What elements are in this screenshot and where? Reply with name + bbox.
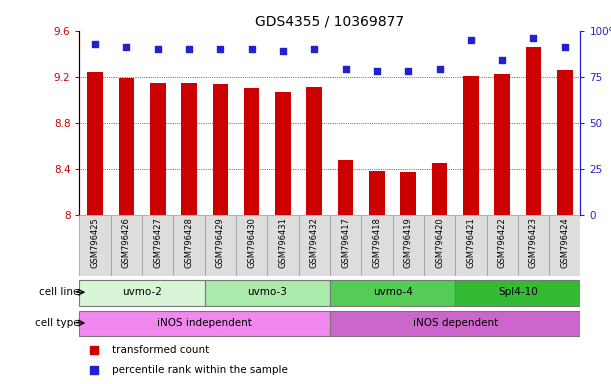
Text: GSM796421: GSM796421: [466, 217, 475, 268]
Point: [403, 68, 413, 74]
Point: [466, 37, 476, 43]
Bar: [400, 172, 416, 215]
Bar: [205, 215, 236, 276]
Bar: [518, 215, 549, 276]
Point: [153, 46, 163, 52]
Point: [122, 44, 131, 50]
Text: cell line: cell line: [39, 287, 79, 297]
Point: [278, 48, 288, 54]
Text: uvmo-4: uvmo-4: [373, 287, 412, 297]
Point: [529, 35, 538, 41]
Bar: [361, 215, 392, 276]
Point: [372, 68, 382, 74]
Text: GSM796425: GSM796425: [90, 217, 100, 268]
Text: GSM796429: GSM796429: [216, 217, 225, 268]
Text: GSM796420: GSM796420: [435, 217, 444, 268]
Bar: [338, 160, 353, 215]
Bar: [87, 72, 103, 215]
Point: [497, 57, 507, 63]
Bar: [244, 88, 260, 215]
Bar: [432, 163, 447, 215]
Bar: [549, 215, 580, 276]
Bar: [307, 87, 322, 215]
Point: [90, 347, 100, 353]
Bar: [494, 74, 510, 215]
Point: [247, 46, 257, 52]
Text: transformed count: transformed count: [112, 345, 209, 355]
Bar: [455, 280, 580, 306]
Point: [90, 367, 100, 373]
Bar: [181, 83, 197, 215]
Bar: [463, 76, 478, 215]
Bar: [79, 280, 205, 306]
Bar: [236, 215, 267, 276]
Text: GSM796430: GSM796430: [247, 217, 256, 268]
Bar: [150, 83, 166, 215]
Text: Spl4-10: Spl4-10: [498, 287, 538, 297]
Text: GSM796417: GSM796417: [341, 217, 350, 268]
Point: [90, 41, 100, 47]
Title: GDS4355 / 10369877: GDS4355 / 10369877: [255, 14, 404, 28]
Bar: [275, 92, 291, 215]
Bar: [369, 171, 385, 215]
Bar: [455, 215, 486, 276]
Text: GSM796422: GSM796422: [498, 217, 507, 268]
Bar: [268, 215, 299, 276]
Text: GSM796424: GSM796424: [560, 217, 569, 268]
Text: GSM796423: GSM796423: [529, 217, 538, 268]
Bar: [330, 215, 361, 276]
Bar: [424, 215, 455, 276]
Text: GSM796418: GSM796418: [373, 217, 381, 268]
Text: cell type: cell type: [35, 318, 79, 328]
Text: iNOS dependent: iNOS dependent: [412, 318, 498, 328]
Bar: [557, 70, 573, 215]
Text: uvmo-3: uvmo-3: [247, 287, 287, 297]
Bar: [174, 215, 205, 276]
Bar: [330, 311, 580, 336]
Bar: [119, 78, 134, 215]
Point: [216, 46, 225, 52]
Bar: [205, 280, 330, 306]
Text: GSM796432: GSM796432: [310, 217, 319, 268]
Point: [434, 66, 444, 73]
Bar: [330, 280, 455, 306]
Bar: [79, 311, 330, 336]
Bar: [213, 84, 228, 215]
Text: GSM796426: GSM796426: [122, 217, 131, 268]
Point: [309, 46, 319, 52]
Bar: [299, 215, 330, 276]
Bar: [525, 47, 541, 215]
Point: [560, 44, 569, 50]
Text: iNOS independent: iNOS independent: [157, 318, 252, 328]
Point: [341, 66, 351, 73]
Bar: [393, 215, 424, 276]
Text: GSM796428: GSM796428: [185, 217, 194, 268]
Text: percentile rank within the sample: percentile rank within the sample: [112, 365, 288, 375]
Text: uvmo-2: uvmo-2: [122, 287, 162, 297]
Bar: [142, 215, 174, 276]
Point: [184, 46, 194, 52]
Text: GSM796431: GSM796431: [279, 217, 287, 268]
Bar: [79, 215, 111, 276]
Bar: [486, 215, 518, 276]
Bar: [111, 215, 142, 276]
Text: GSM796419: GSM796419: [404, 217, 412, 268]
Text: GSM796427: GSM796427: [153, 217, 162, 268]
